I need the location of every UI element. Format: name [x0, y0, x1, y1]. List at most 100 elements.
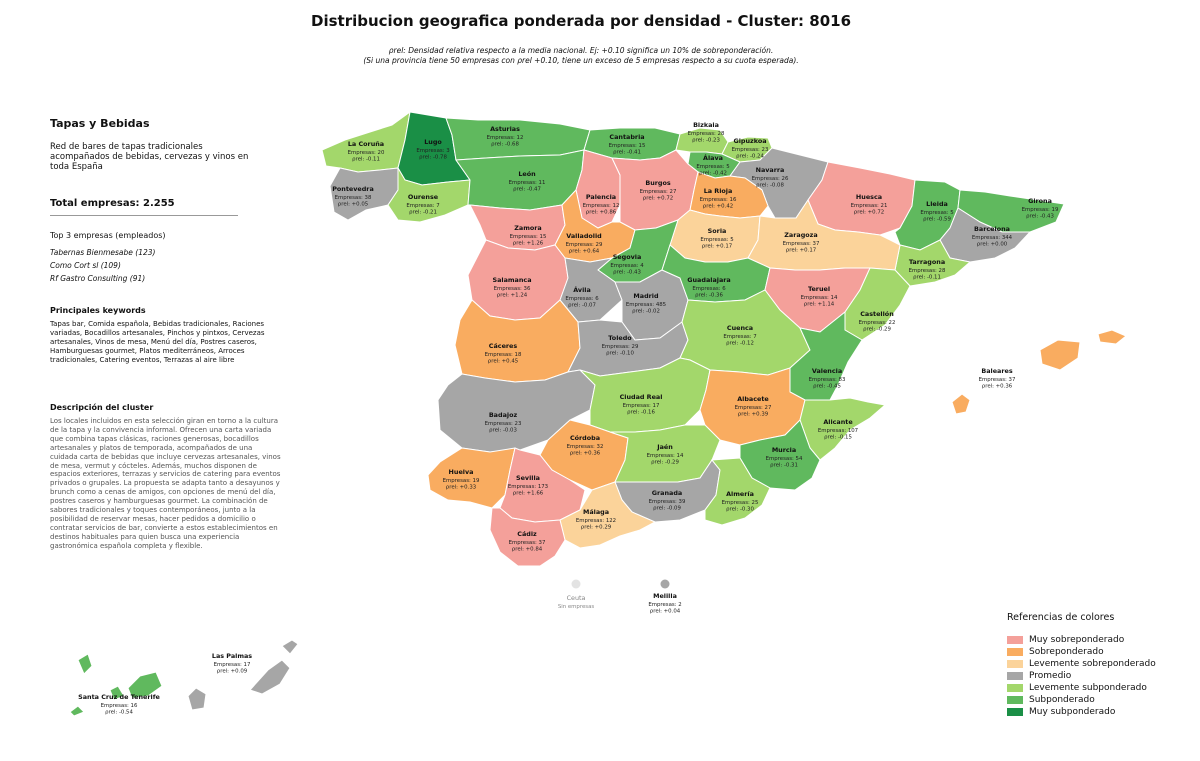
- province-empresas-label: Empresas: 83: [809, 377, 846, 383]
- province-name-label: Castellón: [860, 310, 894, 318]
- top3-item: Tabernas Bienmesabe (123): [50, 248, 156, 257]
- top3-block: Top 3 empresas (empleados) Tabernas Bien…: [50, 231, 280, 283]
- province-name-label: Melilla: [653, 592, 677, 600]
- province-empresas-label: Empresas: 12: [487, 135, 524, 141]
- keywords-text: Tapas bar, Comida española, Bebidas trad…: [50, 320, 265, 364]
- description-title: Descripción del cluster: [50, 403, 154, 412]
- province-rho-label: ρrel: -0.15: [824, 435, 852, 441]
- province-rho-label: ρrel: -0.68: [491, 142, 519, 148]
- province-name-label: Albacete: [737, 395, 769, 403]
- province-rho-label: ρrel: +0.00: [977, 242, 1008, 248]
- province-name-label: Huesca: [856, 193, 882, 201]
- province-name-label: Ciudad Real: [620, 393, 663, 401]
- province-empresas-label: Empresas: 2: [648, 602, 681, 608]
- province-empresas-label: Empresas: 15: [510, 234, 547, 240]
- province-name-label: Cáceres: [489, 342, 518, 350]
- province-rho-label: ρrel: -0.43: [1026, 214, 1054, 220]
- province-name-label: Zaragoza: [784, 231, 817, 239]
- legend-item: Sobreponderado: [1007, 646, 1156, 658]
- province-empresas-label: Empresas: 14: [801, 295, 838, 301]
- province-rho-label: ρrel: +1.24: [497, 293, 528, 299]
- province-empresas-label: Empresas: 19: [1022, 207, 1059, 213]
- total-companies: Total empresas: 2.255: [50, 198, 175, 209]
- province-name-label: Gipuzkoa: [733, 137, 766, 145]
- province-rho-label: ρrel: -0.12: [726, 341, 754, 347]
- province-name-label: Granada: [652, 489, 682, 497]
- province-name-label: Baleares: [981, 367, 1013, 375]
- province-rho-label: ρrel: +0.09: [217, 669, 248, 675]
- long-description: Los locales incluidos en esta selección …: [50, 417, 281, 550]
- province-empresas-label: Empresas: 7: [723, 334, 756, 340]
- province-name-label: León: [518, 170, 536, 178]
- province-rho-label: ρrel: -0.42: [699, 171, 727, 177]
- province-rho-label: ρrel: -0.09: [653, 506, 681, 512]
- province-name-label: Málaga: [583, 508, 609, 516]
- province-rho-label: ρrel: -0.78: [419, 155, 447, 161]
- province-ceuta: [571, 579, 581, 589]
- province-empresas-label: Empresas: 11: [509, 180, 546, 186]
- province-name-label: Navarra: [756, 166, 785, 174]
- province-name-label: Lleida: [926, 200, 948, 208]
- legend-label: Promedio: [1029, 671, 1072, 681]
- province-rho-label: ρrel: +0.36: [982, 384, 1013, 390]
- province-las-palmas: [187, 639, 299, 711]
- province-empresas-label: Empresas: 14: [647, 453, 684, 459]
- legend-label: Muy sobreponderado: [1029, 635, 1125, 645]
- province-empresas-label: Empresas: 21: [851, 203, 888, 209]
- province-santa-cruz: [69, 653, 163, 717]
- subtitle-line-1: ρrel: Densidad relativa respecto a la me…: [388, 46, 774, 55]
- province-empresas-label: Empresas: 23: [485, 421, 522, 427]
- province-name-label: Murcia: [772, 446, 796, 454]
- legend-label: Levemente sobreponderado: [1029, 659, 1156, 669]
- province-rho-label: ρrel: -0.29: [651, 460, 679, 466]
- province-rho-label: ρrel: -0.03: [489, 428, 517, 434]
- legend-label: Subponderado: [1029, 695, 1095, 705]
- province-name-label: Salamanca: [492, 276, 531, 284]
- province-name-label: Ávila: [573, 285, 591, 294]
- province-rho-label: ρrel: +0.45: [488, 359, 518, 365]
- province-soria: [669, 209, 761, 263]
- province-murcia: [739, 419, 821, 491]
- province-empresas-label: Empresas: 27: [735, 405, 772, 411]
- legend-swatch: [1007, 636, 1023, 644]
- province-empresas-label: Empresas: 122: [576, 518, 616, 524]
- province-name-label: Girona: [1028, 197, 1052, 205]
- legend-swatch: [1007, 648, 1023, 656]
- legend-label: Levemente subponderado: [1029, 683, 1147, 693]
- province-empresas-label: Empresas: 6: [565, 296, 599, 302]
- province-rho-label: ρrel: -0.02: [632, 309, 660, 315]
- legend-swatch: [1007, 684, 1023, 692]
- cluster-description: Red de bares de tapas tradicionales acom…: [50, 142, 249, 172]
- province-empresas-label: Empresas: 344: [972, 235, 1013, 241]
- province-rho-label: ρrel: +1.14: [804, 302, 835, 308]
- province-melilla: [660, 579, 670, 589]
- province-empresas-label: Empresas: 16: [101, 703, 138, 709]
- province-rho-label: ρrel: -0.29: [863, 327, 891, 333]
- province-empresas-label: Empresas: 3: [416, 148, 449, 154]
- province-rho-label: ρrel: +1.66: [513, 491, 544, 497]
- province-rho-label: ρrel: -0.08: [756, 183, 784, 189]
- province-name-label: Cantabria: [609, 133, 644, 141]
- province-empresas-label: Empresas: 17: [623, 403, 660, 409]
- province-empresas-label: Empresas: 37: [783, 241, 820, 247]
- province-huelva: [427, 447, 516, 509]
- legend-item: Subponderado: [1007, 694, 1156, 706]
- province-rho-label: ρrel: -0.23: [692, 138, 720, 144]
- province-name-label: Guadalajara: [687, 276, 730, 284]
- legend-item: Promedio: [1007, 670, 1156, 682]
- province-pontevedra: [329, 167, 399, 221]
- province-ourense: [387, 166, 471, 223]
- color-legend: Referencias de colores Muy sobreponderad…: [1007, 612, 1156, 718]
- province-name-label: Las Palmas: [212, 652, 252, 660]
- province-name-label: Almería: [726, 490, 754, 498]
- province-rho-label: ρrel: -0.21: [409, 210, 437, 216]
- province-name-label: Ceuta: [567, 594, 586, 602]
- province-rho-label: ρrel: -0.36: [695, 293, 723, 299]
- province-name-label: Valencia: [812, 367, 842, 375]
- legend-swatch: [1007, 672, 1023, 680]
- province-empresas-label: Empresas: 38: [335, 195, 372, 201]
- legend-item: Levemente sobreponderado: [1007, 658, 1156, 670]
- province-rho-label: ρrel: -0.07: [568, 303, 596, 309]
- province-name-label: Segovia: [613, 253, 642, 261]
- province-empresas-label: Empresas: 20: [348, 150, 385, 156]
